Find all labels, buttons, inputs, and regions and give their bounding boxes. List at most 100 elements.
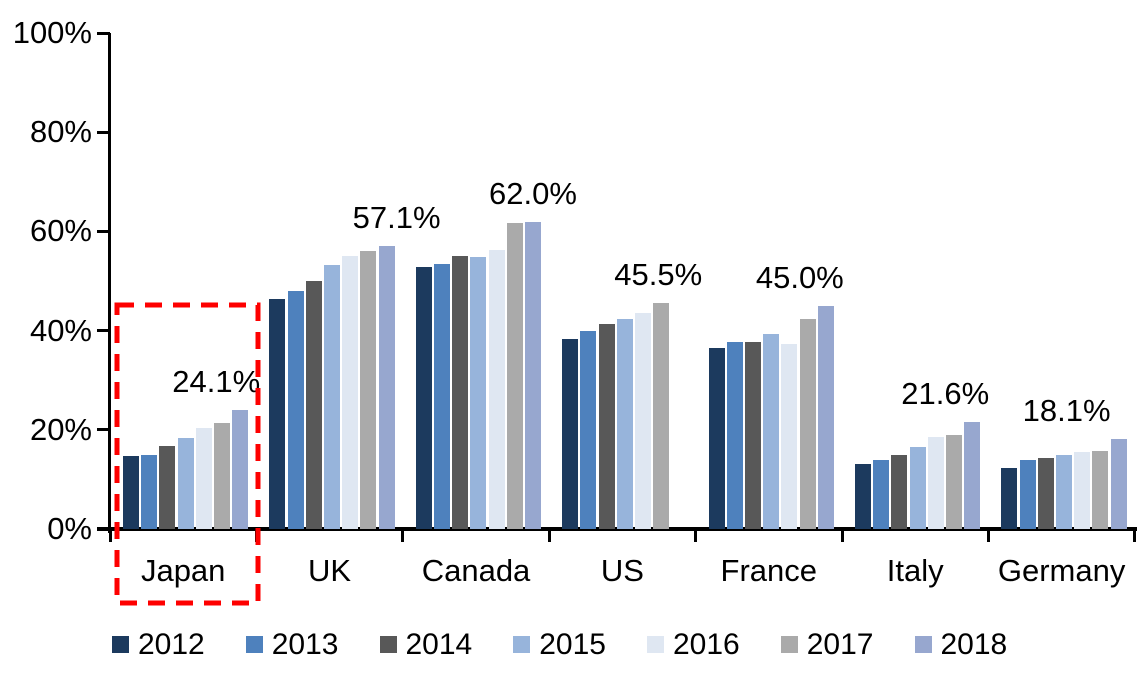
- category-label-uk: UK: [308, 553, 352, 588]
- legend-item-2013: 2013: [245, 628, 339, 662]
- legend-item-2016: 2016: [647, 628, 740, 662]
- bar-japan-2017: [214, 423, 230, 529]
- legend-label: 2015: [539, 628, 606, 661]
- bar-uk-2018: [378, 245, 395, 529]
- bar-uk-2017: [360, 251, 377, 529]
- x-tick: [694, 529, 698, 542]
- legend-swatch: [647, 636, 664, 653]
- data-label-canada: 62.0%: [489, 175, 577, 211]
- legend-item-2015: 2015: [513, 628, 606, 662]
- bar-france-2017: [799, 319, 816, 529]
- bar-france-2013: [726, 342, 743, 529]
- y-tick-label: 100%: [12, 15, 92, 50]
- legend-item-2018: 2018: [914, 628, 1008, 662]
- legend-swatch: [513, 636, 531, 653]
- y-tick: [97, 329, 110, 333]
- bar-uk-2012: [269, 298, 286, 529]
- bar-italy-2018: [964, 421, 981, 529]
- legend-label: 2017: [806, 628, 874, 661]
- y-axis-line: [108, 33, 111, 533]
- chart-legend: 2012 2013 2014 2015 2016 2017 2018: [112, 628, 1007, 662]
- y-tick: [97, 229, 110, 233]
- x-tick: [254, 529, 258, 542]
- y-tick: [97, 428, 110, 432]
- legend-label: 2013: [271, 628, 339, 661]
- legend-label: 2018: [940, 628, 1008, 661]
- bar-germany-2012: [1001, 468, 1018, 529]
- legend-item-2012: 2012: [112, 628, 205, 662]
- y-tick-label: 0%: [47, 511, 92, 546]
- y-tick-label: 20%: [29, 411, 92, 447]
- bar-france-2012: [708, 348, 725, 529]
- legend-label: 2014: [405, 628, 473, 661]
- bar-japan-2014: [159, 446, 176, 529]
- bar-canada-2017: [506, 223, 523, 529]
- data-label-uk: 57.1%: [352, 199, 441, 235]
- bar-canada-2014: [452, 256, 469, 529]
- bar-japan-2013: [141, 454, 158, 529]
- bar-us-2012: [562, 339, 579, 529]
- bar-germany-2015: [1056, 455, 1072, 529]
- bar-italy-2013: [873, 459, 890, 529]
- x-tick: [840, 529, 844, 542]
- data-label-italy: 21.6%: [901, 375, 990, 411]
- category-label-germany: Germany: [997, 553, 1126, 588]
- x-tick: [986, 529, 990, 542]
- bar-italy-2017: [946, 435, 962, 529]
- category-label-canada: Canada: [421, 553, 531, 588]
- legend-swatch: [245, 636, 263, 653]
- bar-japan-2015: [177, 438, 194, 529]
- bar-canada-2016: [488, 250, 505, 529]
- bar-italy-2014: [891, 455, 908, 529]
- legend-swatch: [379, 636, 397, 653]
- y-tick-label: 60%: [29, 213, 92, 249]
- category-label-japan: Japan: [140, 553, 226, 588]
- bar-canada-2013: [434, 264, 450, 529]
- legend-swatch: [112, 636, 129, 653]
- bar-germany-2014: [1037, 458, 1054, 529]
- y-tick-label: 40%: [29, 312, 92, 348]
- legend-label: 2012: [138, 628, 205, 661]
- x-tick: [547, 529, 551, 542]
- category-label-us: US: [600, 553, 644, 588]
- bar-japan-2016: [195, 428, 212, 529]
- bar-france-2018: [817, 305, 834, 529]
- bar-us-2017: [653, 303, 670, 529]
- bar-us-2014: [598, 324, 615, 529]
- data-label-france: 45.0%: [755, 259, 844, 295]
- bar-germany-2018: [1110, 439, 1127, 529]
- category-label-italy: Italy: [886, 553, 944, 588]
- y-tick: [97, 130, 110, 134]
- legend-swatch: [914, 636, 932, 653]
- bar-italy-2015: [909, 447, 926, 529]
- bar-france-2016: [781, 343, 798, 529]
- legend-swatch: [780, 636, 798, 653]
- bar-japan-2018: [232, 409, 249, 529]
- bar-germany-2013: [1019, 460, 1036, 529]
- bar-canada-2012: [415, 266, 432, 529]
- bar-japan-2012: [123, 455, 139, 529]
- bar-us-2016: [635, 312, 651, 529]
- bar-canada-2015: [470, 256, 487, 529]
- legend-item-2014: 2014: [379, 628, 473, 662]
- bar-italy-2016: [927, 436, 944, 529]
- bar-uk-2016: [342, 256, 359, 529]
- bar-italy-2012: [855, 463, 871, 529]
- bar-us-2013: [580, 330, 597, 529]
- y-tick: [97, 527, 110, 531]
- x-tick: [108, 529, 112, 542]
- bar-uk-2014: [305, 281, 322, 529]
- bar-germany-2017: [1092, 451, 1109, 529]
- bar-france-2014: [745, 342, 761, 529]
- bar-uk-2015: [324, 265, 340, 529]
- x-tick: [401, 529, 405, 542]
- y-tick-label: 80%: [29, 114, 92, 150]
- x-axis-line: [97, 527, 1137, 531]
- data-label-germany: 18.1%: [1022, 393, 1111, 429]
- y-tick: [97, 31, 110, 35]
- data-label-us: 45.5%: [614, 257, 703, 293]
- x-tick: [1133, 529, 1137, 542]
- category-label-france: France: [720, 553, 818, 588]
- bar-canada-2018: [525, 221, 541, 529]
